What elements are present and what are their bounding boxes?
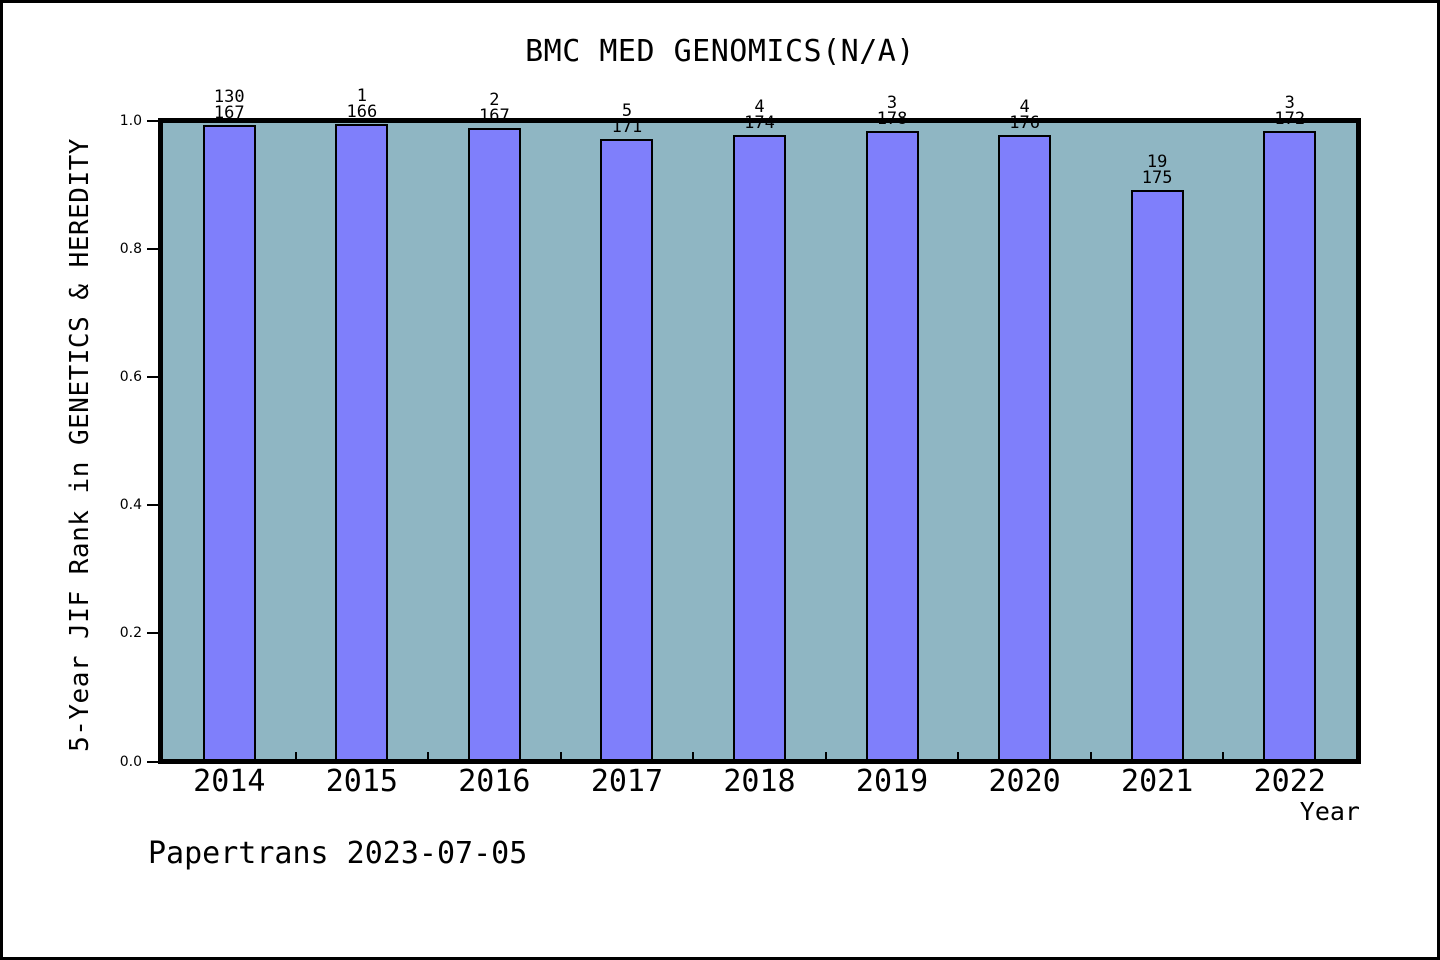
plot-area (158, 118, 1361, 764)
bar-2022 (1263, 131, 1317, 759)
bar-annotation-total: 166 (346, 102, 378, 122)
x-axis-label: Year (1299, 797, 1360, 826)
x-tick-label-2017: 2017 (590, 764, 664, 799)
bar-annotation-total: 176 (1009, 113, 1040, 133)
x-tick-label-2021: 2021 (1121, 764, 1194, 799)
x-minor-tick (294, 752, 297, 759)
y-tick-mark (147, 119, 158, 122)
x-minor-tick (957, 752, 960, 759)
x-minor-tick (1089, 752, 1092, 759)
x-tick-label-2018: 2018 (723, 764, 796, 799)
bar-2018 (733, 135, 786, 759)
x-tick-label-2022: 2022 (1253, 764, 1326, 799)
y-tick-label-0.2: 0.2 (119, 625, 142, 642)
bar-2019 (865, 131, 919, 759)
y-tick-mark (147, 504, 158, 507)
x-minor-tick (824, 752, 827, 759)
bar-annotation-total: 167 (213, 103, 245, 123)
chart-title: BMC MED GENOMICS(N/A) (525, 34, 915, 69)
bar-2015 (335, 124, 389, 759)
y-tick-label-1.0: 1.0 (119, 112, 142, 129)
bar-annotation-rank: 19 (1146, 152, 1168, 172)
bar-annotation-2019: 3 178 (842, 93, 942, 129)
x-tick-label-2019: 2019 (855, 764, 929, 799)
y-tick-label-0.8: 0.8 (119, 240, 142, 257)
x-tick-label-2014: 2014 (193, 764, 266, 799)
bar-annotation-rank: 2 (489, 90, 500, 110)
bar-annotation-2018: 4 174 (710, 97, 810, 133)
bar-annotation-2022: 3 172 (1240, 93, 1340, 129)
bar-2020 (998, 135, 1052, 759)
bar-annotation-2020: 4 176 (975, 97, 1075, 133)
y-tick-mark (147, 375, 158, 378)
bar-annotation-total: 171 (611, 117, 643, 137)
bar-2021 (1130, 190, 1184, 759)
y-tick-mark (147, 632, 158, 635)
x-tick-label-2016: 2016 (458, 764, 531, 799)
watermark-text: Papertrans 2023-07-05 (148, 836, 528, 871)
bar-2017 (600, 139, 654, 759)
y-tick-mark (147, 760, 158, 763)
bar-annotation-rank: 3 (886, 93, 898, 113)
y-tick-label-0.4: 0.4 (119, 497, 142, 514)
y-tick-mark (147, 247, 158, 250)
x-tick-label-2015: 2015 (325, 764, 398, 799)
bar-annotation-2016: 2 167 (444, 90, 544, 126)
bar-annotation-rank: 3 (1284, 93, 1295, 113)
bar-annotation-2017: 5 171 (577, 101, 677, 137)
bar-annotation-rank: 4 (754, 97, 765, 117)
bar-annotation-2021: 19 175 (1107, 152, 1207, 188)
bar-annotation-2015: 1 166 (312, 86, 412, 122)
bar-annotation-2014: 130 167 (179, 87, 279, 123)
bar-annotation-total: 167 (479, 106, 510, 126)
bar-annotation-total: 172 (1274, 109, 1306, 129)
y-tick-label-0.6: 0.6 (119, 368, 142, 385)
bar-2014 (202, 125, 256, 759)
bar-annotation-rank: 1 (356, 86, 367, 106)
x-minor-tick (559, 752, 562, 759)
bar-annotation-total: 174 (744, 113, 775, 133)
bar-annotation-rank: 4 (1019, 97, 1030, 117)
x-minor-tick (1222, 752, 1225, 759)
x-minor-tick (692, 752, 695, 759)
bar-annotation-total: 178 (876, 109, 908, 129)
bar-annotation-rank: 130 (213, 87, 245, 107)
y-axis-label: 5-Year JIF Rank in GENETICS & HEREDITY (65, 138, 95, 752)
bar-annotation-rank: 5 (621, 101, 633, 121)
x-minor-tick (427, 752, 430, 759)
y-tick-label-0.0: 0.0 (119, 753, 142, 770)
bar-2016 (467, 128, 521, 759)
x-tick-label-2020: 2020 (988, 764, 1061, 799)
bar-annotation-total: 175 (1141, 168, 1173, 188)
